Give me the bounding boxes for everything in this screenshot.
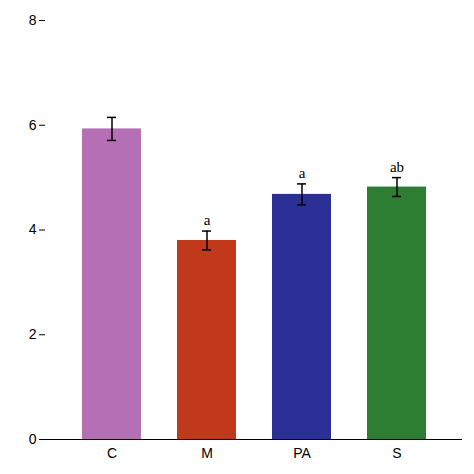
svg-text:a: a [299, 165, 306, 181]
svg-text:4: 4 [29, 221, 37, 237]
svg-text:0: 0 [29, 431, 37, 447]
svg-text:C: C [107, 445, 117, 461]
svg-text:8: 8 [29, 12, 37, 28]
svg-text:PA: PA [293, 445, 311, 461]
svg-text:ab: ab [390, 159, 404, 175]
svg-text:M: M [201, 445, 213, 461]
svg-text:2: 2 [29, 326, 37, 342]
svg-text:a: a [204, 212, 211, 228]
svg-text:6: 6 [29, 117, 37, 133]
svg-text:S: S [392, 445, 401, 461]
